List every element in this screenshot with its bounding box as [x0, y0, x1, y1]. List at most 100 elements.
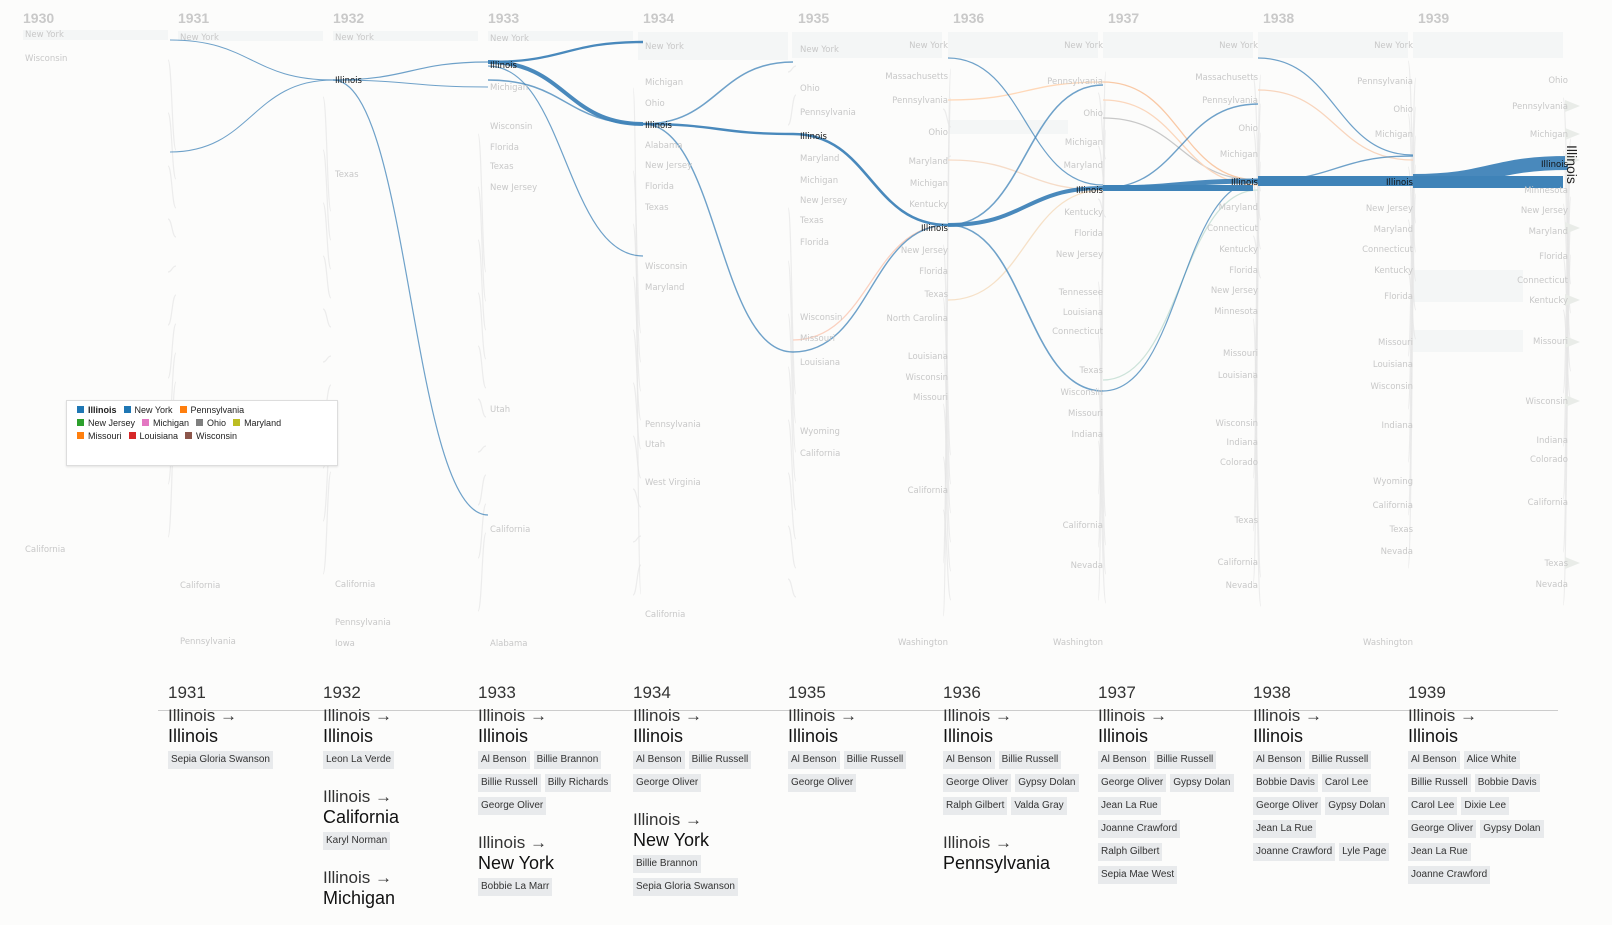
panel-year: 1937 [1098, 683, 1136, 702]
legend-label: Missouri [88, 431, 122, 441]
person-tag[interactable]: George Oliver [633, 774, 702, 792]
node-label: Maryland [1064, 161, 1103, 171]
person-tag[interactable]: Joanne Crawford [1253, 843, 1336, 861]
person-tag[interactable]: Billie Russell [688, 751, 752, 769]
transition-block: Illinois → Illinois Sepia Gloria Swanson [168, 705, 318, 774]
person-tag-list: Al Benson Billie Russell George Oliver Gyps… [1098, 751, 1248, 889]
person-tag[interactable]: Billie Russell [843, 751, 907, 769]
person-tag[interactable]: George Oliver [788, 774, 857, 792]
person-tag[interactable]: Bobbie Davis [1474, 774, 1540, 792]
person-tag[interactable]: Gypsy Dolan [1170, 774, 1234, 792]
person-tag[interactable]: Karyl Norman [323, 832, 391, 850]
year-header: 1935 [798, 10, 830, 26]
node-label: Illinois [1076, 186, 1104, 196]
person-tag[interactable]: Leon La Verde [323, 751, 395, 769]
node-bar [638, 32, 788, 60]
person-tag[interactable]: Jean La Rue [1408, 843, 1471, 861]
person-tag[interactable]: George Oliver [1253, 797, 1322, 815]
transition-to: New York [478, 853, 555, 873]
node-label: Missouri [1378, 338, 1413, 348]
legend-label: Michigan [153, 418, 190, 428]
background-flow [632, 87, 642, 595]
background-flow [1097, 92, 1107, 160]
person-tag[interactable]: Sepia Mae West [1098, 866, 1178, 884]
person-tag[interactable]: Ralph Gilbert [1098, 843, 1163, 861]
person-tag[interactable]: Al Benson [633, 751, 685, 769]
transition-to: Illinois [633, 726, 684, 746]
person-tag[interactable]: George Oliver [478, 797, 547, 815]
node-label: Florida [1074, 229, 1103, 239]
person-tag[interactable]: Lyle Page [1339, 843, 1390, 861]
person-tag[interactable]: Gypsy Dolan [1325, 797, 1389, 815]
person-tag[interactable]: Jean La Rue [1253, 820, 1316, 838]
node-label: Colorado [1220, 458, 1258, 468]
panel-column: 1935 Illinois → Illinois Al Benson Billie Ru… [788, 680, 938, 809]
transition-block: Illinois → Illinois Al Benson Alice White Bi… [1408, 705, 1558, 889]
tinted-flow [1102, 81, 1259, 181]
node-label: Illinois [490, 61, 518, 71]
node-label: Michigan [800, 176, 838, 186]
node-label: New York [645, 42, 684, 52]
person-tag[interactable]: Al Benson [478, 751, 530, 769]
person-tag[interactable]: George Oliver [943, 774, 1012, 792]
person-tag[interactable]: Al Benson [788, 751, 840, 769]
illinois-flow [947, 84, 1104, 226]
person-tag[interactable]: Jean La Rue [1098, 797, 1161, 815]
person-tag[interactable]: Billie Russell [998, 751, 1062, 769]
node-label: Maryland [645, 283, 684, 293]
person-tag[interactable]: Carol Lee [1321, 774, 1372, 792]
illinois-flow [1257, 57, 1414, 156]
person-tag[interactable]: Bobbie La Marr [478, 878, 553, 896]
person-tag[interactable]: Al Benson [1408, 751, 1460, 769]
person-tag[interactable]: Al Benson [943, 751, 995, 769]
person-tag-list: Al Benson Billie Russell George Oliver [788, 751, 938, 797]
person-tag[interactable]: Alice White [1463, 751, 1520, 769]
background-flow [787, 472, 797, 540]
node-label: Texas [334, 170, 359, 180]
person-tag[interactable]: Dixie Lee [1461, 797, 1510, 815]
transition-block: Illinois → Illinois Al Benson Billie Russel… [788, 705, 938, 797]
person-tag[interactable]: Joanne Crawford [1098, 820, 1181, 838]
person-tag[interactable]: Sepia Gloria Swanson [168, 751, 273, 769]
node-label: Maryland [909, 157, 948, 167]
legend-row: Missouri Louisiana Wisconsin [77, 431, 244, 441]
person-tag[interactable]: Ralph Gilbert [943, 797, 1008, 815]
node-label: Michigan [1375, 130, 1413, 140]
node-label: Texas [1544, 559, 1569, 569]
node-label: Washington [1363, 638, 1413, 648]
person-tag[interactable]: Billie Brannon [633, 855, 701, 873]
node-bar [948, 120, 1068, 134]
background-flow [322, 202, 332, 270]
person-tag[interactable]: Billie Russell [478, 774, 541, 792]
person-tag[interactable]: Gypsy Dolan [1480, 820, 1544, 838]
person-tag[interactable]: Sepia Gloria Swanson [633, 878, 738, 896]
person-tag[interactable]: Billie Russell [1408, 774, 1471, 792]
person-tag[interactable]: Al Benson [1253, 751, 1305, 769]
person-tag[interactable]: Billie Russell [1153, 751, 1217, 769]
person-tag[interactable]: Billie Brannon [533, 751, 602, 769]
node-label: Pennsylvania [1357, 77, 1413, 87]
person-tag[interactable]: Joanne Crawford [1408, 866, 1491, 884]
person-tag[interactable]: Valda Gray [1011, 797, 1067, 815]
node-label: Louisiana [1373, 360, 1413, 370]
arrow-marker [1565, 395, 1580, 407]
node-label: Indiana [1072, 430, 1103, 440]
person-tag[interactable]: Billie Russell [1308, 751, 1372, 769]
node-label: Maryland [800, 154, 839, 164]
person-tag[interactable]: George Oliver [1408, 820, 1477, 838]
node-label: Michigan [490, 83, 528, 93]
legend-item: Louisiana [128, 431, 178, 441]
node-label: Maryland [1529, 227, 1568, 237]
node-label: Louisiana [800, 358, 840, 368]
background-flow [167, 218, 177, 238]
legend-row: New Jersey Michigan Ohio Maryland [77, 418, 288, 428]
person-tag[interactable]: Bobbie Davis [1253, 774, 1318, 792]
arrow-marker [1565, 154, 1580, 166]
node-label: Wisconsin [1216, 419, 1258, 429]
person-tag[interactable]: Carol Lee [1408, 797, 1458, 815]
person-tag[interactable]: Al Benson [1098, 751, 1150, 769]
node-bar [948, 32, 1098, 58]
person-tag[interactable]: George Oliver [1098, 774, 1167, 792]
person-tag[interactable]: Gypsy Dolan [1015, 774, 1079, 792]
person-tag[interactable]: Billy Richards [544, 774, 612, 792]
